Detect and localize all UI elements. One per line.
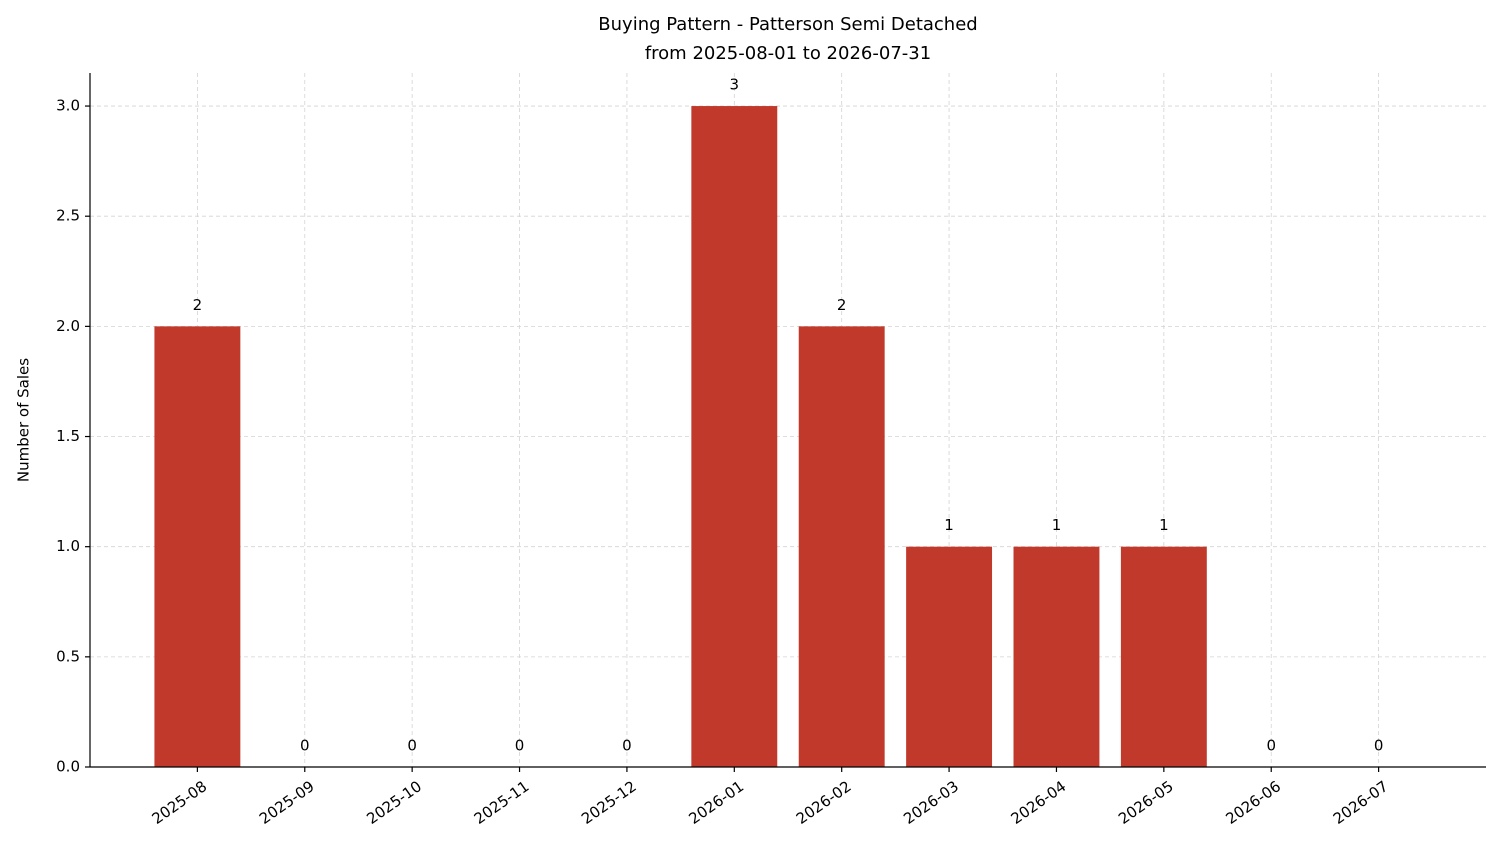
bar	[798, 326, 885, 767]
value-label: 0	[407, 737, 417, 755]
x-tick-label: 2025-12	[578, 777, 640, 828]
x-tick-label: 2026-04	[1008, 777, 1070, 828]
bar	[1120, 546, 1207, 767]
bar	[906, 546, 993, 767]
value-label: 0	[300, 737, 310, 755]
x-tick-label: 2025-08	[149, 777, 211, 828]
x-tick-label: 2026-02	[793, 777, 855, 828]
bar	[1013, 546, 1100, 767]
bar	[691, 106, 778, 768]
value-label: 1	[1052, 516, 1062, 534]
x-tick-label: 2026-07	[1330, 777, 1392, 828]
value-label: 2	[193, 296, 203, 314]
y-axis-label: Number of Sales	[15, 358, 33, 482]
chart-title: Buying Pattern - Patterson Semi Detached	[598, 14, 977, 35]
y-tick-label: 2.5	[56, 207, 80, 225]
value-label: 3	[730, 76, 740, 94]
value-label: 1	[1159, 516, 1169, 534]
bar	[154, 326, 241, 767]
x-tick-label: 2025-11	[471, 777, 533, 828]
x-tick-label: 2026-06	[1222, 777, 1284, 828]
chart-subtitle: from 2025-08-01 to 2026-07-31	[645, 43, 931, 64]
y-tick-label: 0.5	[56, 647, 80, 665]
y-tick-label: 3.0	[56, 97, 80, 115]
value-label: 0	[1266, 737, 1276, 755]
value-label: 0	[515, 737, 525, 755]
value-label: 0	[622, 737, 632, 755]
x-tick-label: 2026-03	[900, 777, 962, 828]
x-tick-label: 2026-05	[1115, 777, 1177, 828]
x-tick-label: 2025-09	[256, 777, 318, 828]
value-label: 1	[944, 516, 954, 534]
y-tick-label: 2.0	[56, 317, 80, 335]
y-tick-label: 0.0	[56, 758, 80, 776]
y-tick-label: 1.5	[56, 427, 80, 445]
value-label: 0	[1374, 737, 1384, 755]
x-tick-label: 2026-01	[686, 777, 748, 828]
x-tick-label: 2025-10	[363, 777, 425, 828]
y-tick-label: 1.0	[56, 537, 80, 555]
value-label: 2	[837, 296, 847, 314]
